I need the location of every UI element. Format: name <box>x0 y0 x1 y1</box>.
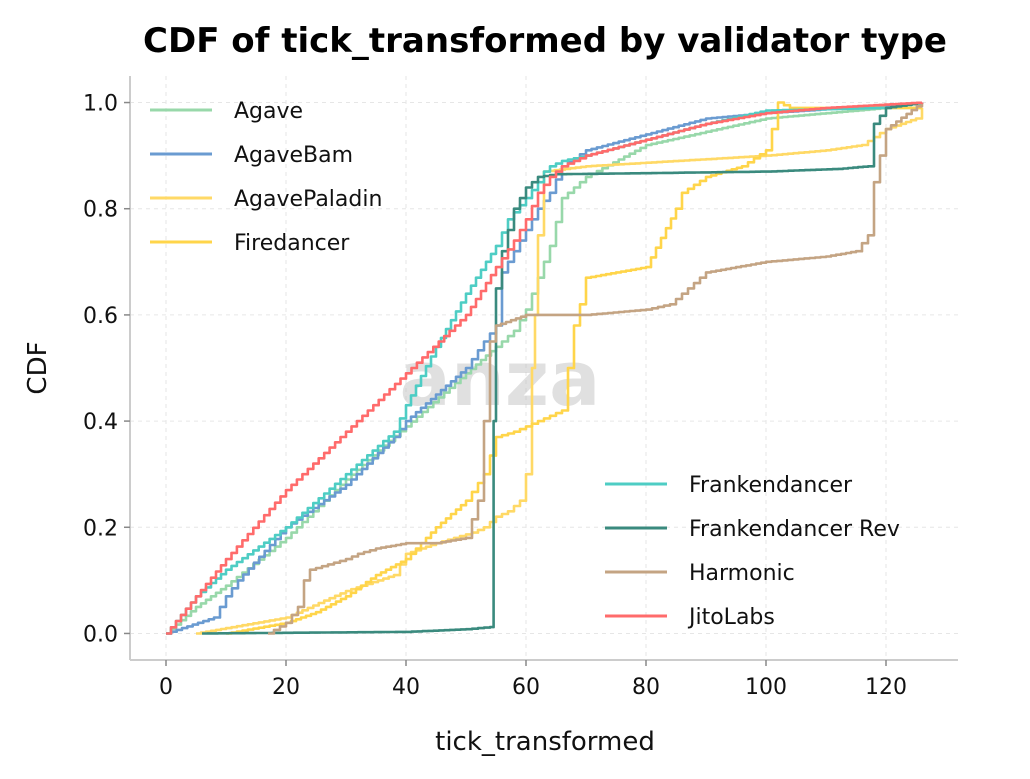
x-tick-label-4: 80 <box>632 675 660 700</box>
series-layer <box>166 101 924 635</box>
x-axis-label: tick_transformed <box>435 727 655 757</box>
legend-upper-left: Agave AgaveBam AgavePaladin Firedancer <box>150 99 382 256</box>
x-tick-label-2: 40 <box>392 675 420 700</box>
x-ticks: 0 20 40 60 80 100 120 <box>159 660 907 700</box>
y-tick-label-3: 0.6 <box>83 304 118 329</box>
series-line-jitolabs <box>166 101 924 635</box>
y-tick-label-2: 0.4 <box>83 410 118 435</box>
y-axis-label: CDF <box>23 341 53 394</box>
x-tick-label-5: 100 <box>745 675 787 700</box>
legend-label-frankendancer-rev: Frankendancer Rev <box>689 517 900 542</box>
series-line-frankendancer-rev <box>202 102 924 635</box>
legend-label-agavebam: AgaveBam <box>234 143 353 168</box>
x-tick-label-1: 20 <box>272 675 300 700</box>
legend-label-frankendancer: Frankendancer <box>689 473 853 498</box>
legend-label-harmonic: Harmonic <box>689 561 795 586</box>
chart-title: CDF of tick_transformed by validator typ… <box>143 21 947 61</box>
y-tick-label-4: 0.8 <box>83 198 118 223</box>
legend-label-firedancer: Firedancer <box>234 231 350 256</box>
x-tick-label-3: 60 <box>512 675 540 700</box>
x-tick-label-6: 120 <box>865 675 907 700</box>
x-tick-label-0: 0 <box>159 675 173 700</box>
y-ticks: 0.0 0.2 0.4 0.6 0.8 1.0 <box>83 92 130 647</box>
axes <box>129 76 958 661</box>
series-line-harmonic <box>268 102 924 635</box>
series-line-agavepaladin <box>196 107 924 635</box>
grid-lines <box>130 76 958 660</box>
legend-label-jitolabs: JitoLabs <box>687 605 775 630</box>
y-tick-label-1: 0.2 <box>83 516 118 541</box>
series-line-firedancer <box>226 101 922 635</box>
series-line-agave <box>166 106 922 635</box>
y-tick-label-5: 1.0 <box>83 92 118 117</box>
y-tick-label-0: 0.0 <box>83 622 118 647</box>
legend-label-agave: Agave <box>234 99 303 124</box>
legend-lower-right: Frankendancer Frankendancer Rev Harmonic Ji… <box>605 473 900 630</box>
legend-label-agavepaladin: AgavePaladin <box>234 187 382 212</box>
